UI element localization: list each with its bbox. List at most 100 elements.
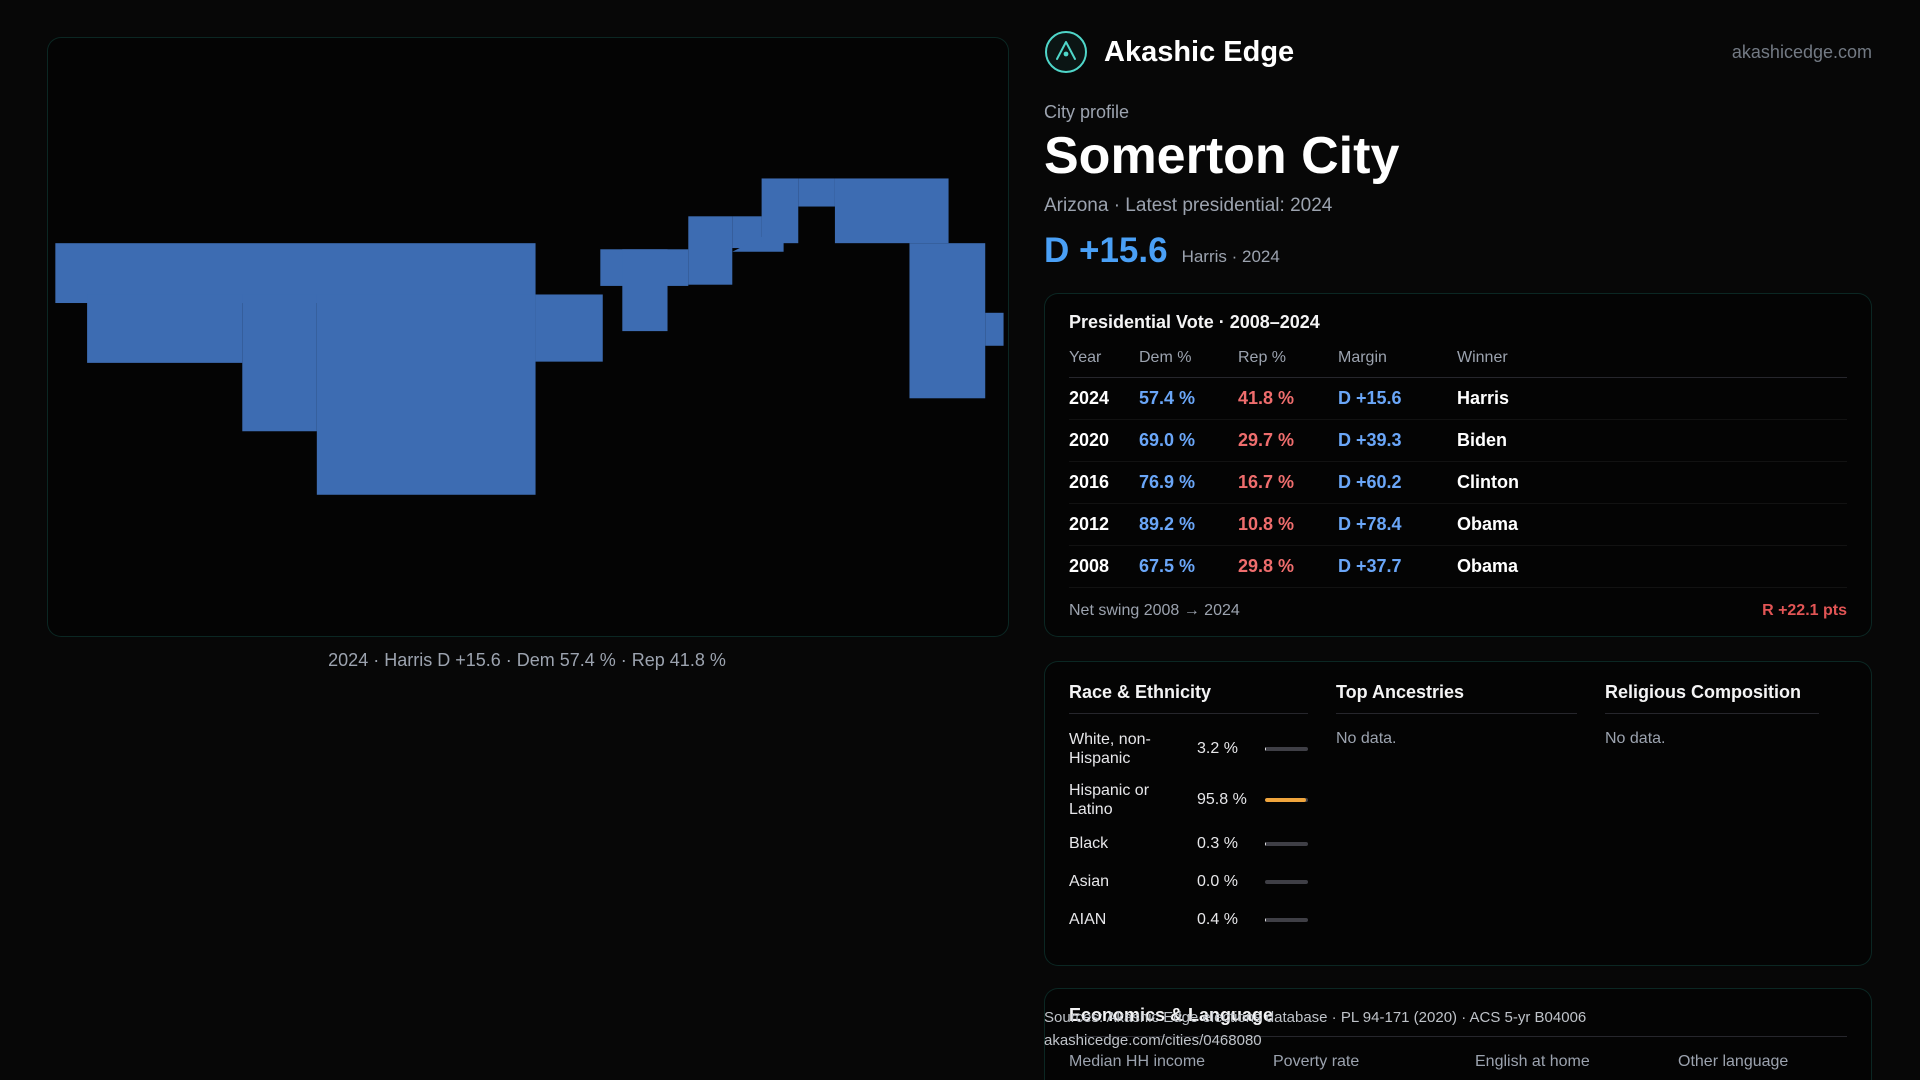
top-ancestries-title: Top Ancestries	[1336, 682, 1577, 715]
table-row: 2012 89.2 % 10.8 % D +78.4 Obama	[1069, 504, 1847, 547]
stat-poverty-rate: Poverty rate 13.8 %	[1273, 1053, 1475, 1080]
race-row: AIAN 0.4 %	[1069, 907, 1308, 933]
race-value: 0.0 %	[1197, 872, 1238, 890]
table-row: 2016 76.9 % 16.7 % D +60.2 Clinton	[1069, 462, 1847, 505]
stat-english-at-home: English at home 9.5 %	[1475, 1053, 1678, 1080]
race-value: 0.4 %	[1197, 910, 1238, 928]
vote-table-header: Year Dem % Rep % Margin Winner	[1069, 341, 1847, 379]
stat-label: English at home	[1475, 1052, 1590, 1070]
race-label: AIAN	[1069, 911, 1107, 929]
cell-year: 2020	[1069, 430, 1110, 451]
page-subtitle: Arizona · Latest presidential: 2024	[1044, 195, 1333, 217]
cell-winner: Biden	[1457, 430, 1508, 451]
stat-label: Poverty rate	[1273, 1052, 1360, 1070]
net-swing-label: Net swing 2008 → 2024	[1069, 602, 1240, 620]
col-rep: Rep %	[1238, 349, 1287, 367]
cell-winner: Obama	[1457, 556, 1519, 577]
race-row: Black 0.3 %	[1069, 831, 1308, 857]
religion-empty-state: No data.	[1605, 730, 1666, 748]
cell-rep: 41.8 %	[1238, 388, 1295, 409]
table-row: 2024 57.4 % 41.8 % D +15.6 Harris	[1069, 378, 1847, 421]
col-year: Year	[1069, 349, 1102, 367]
race-value: 3.2 %	[1197, 740, 1238, 758]
cell-rep: 10.8 %	[1238, 514, 1295, 535]
stat-median-income: Median HH income $74,015	[1069, 1053, 1273, 1080]
col-margin: Margin	[1338, 349, 1387, 367]
cell-dem: 89.2 %	[1139, 514, 1196, 535]
city-boundary-shape	[55, 178, 1004, 495]
cell-year: 2012	[1069, 514, 1110, 535]
city-boundary-map	[47, 37, 1009, 637]
race-bar	[1265, 747, 1308, 752]
cell-winner: Obama	[1457, 514, 1519, 535]
race-label: White, non-Hispanic	[1069, 731, 1151, 768]
page-kicker: City profile	[1044, 102, 1130, 122]
cell-margin: D +60.2	[1338, 472, 1402, 493]
cell-rep: 29.8 %	[1238, 556, 1295, 577]
race-row: White, non-Hispanic 3.2 %	[1069, 730, 1308, 768]
cell-year: 2024	[1069, 388, 1110, 409]
stat-value: 9.5 %	[1475, 1079, 1678, 1080]
cell-dem: 69.0 %	[1139, 430, 1196, 451]
presidential-vote-card: Presidential Vote · 2008–2024 Year Dem %…	[1044, 293, 1872, 638]
race-label: Black	[1069, 835, 1109, 853]
margin-headline-row: D +15.6 Harris · 2024	[1044, 231, 1872, 271]
stat-value: 90.5 %	[1678, 1079, 1847, 1080]
ancestries-empty-state: No data.	[1336, 730, 1397, 748]
cell-margin: D +39.3	[1338, 430, 1402, 451]
brand-header: Akashic Edge akashicedge.com	[1044, 0, 1872, 74]
table-row: 2020 69.0 % 29.7 % D +39.3 Biden	[1069, 420, 1847, 463]
race-value: 95.8 %	[1197, 790, 1247, 808]
margin-headline: D +15.6	[1044, 231, 1168, 271]
race-ethnicity-section: Race & Ethnicity White, non-Hispanic 3.2…	[1069, 682, 1336, 945]
col-winner: Winner	[1457, 349, 1508, 367]
religious-composition-section: Religious Composition No data.	[1605, 682, 1847, 945]
vote-card-title: Presidential Vote · 2008–2024	[1069, 312, 1320, 333]
table-row: 2008 67.5 % 29.8 % D +37.7 Obama	[1069, 546, 1847, 589]
brand-logo-icon	[1045, 31, 1087, 73]
brand-domain: akashicedge.com	[1731, 41, 1872, 62]
cell-dem: 67.5 %	[1139, 556, 1196, 577]
race-bar	[1265, 797, 1308, 802]
cell-margin: D +37.7	[1338, 556, 1402, 577]
map-caption: 2024 · Harris D +15.6 · Dem 57.4 % · Rep…	[328, 650, 726, 670]
race-row: Asian 0.0 %	[1069, 869, 1308, 895]
top-ancestries-section: Top Ancestries No data.	[1336, 682, 1605, 945]
stat-label: Other language	[1678, 1052, 1789, 1070]
race-row: Hispanic or Latino 95.8 %	[1069, 781, 1308, 819]
economics-card: Economics & Language Median HH income $7…	[1044, 987, 1872, 1080]
race-bar	[1265, 917, 1308, 922]
cell-winner: Clinton	[1457, 472, 1519, 493]
demographics-card: Race & Ethnicity White, non-Hispanic 3.2…	[1044, 661, 1872, 966]
cell-dem: 76.9 %	[1139, 472, 1196, 493]
race-label: Hispanic or Latino	[1069, 781, 1150, 818]
stat-label: Median HH income	[1069, 1052, 1206, 1070]
brand-name: Akashic Edge	[1104, 35, 1295, 68]
page-title: Somerton City	[1044, 127, 1400, 185]
margin-note: Harris · 2024	[1181, 247, 1280, 267]
cell-year: 2008	[1069, 556, 1110, 577]
profile-panel: Akashic Edge akashicedge.com City profil…	[1044, 0, 1872, 1080]
stat-value: $74,015	[1069, 1079, 1273, 1080]
religious-composition-title: Religious Composition	[1605, 682, 1819, 715]
race-bar	[1265, 879, 1308, 884]
cell-margin: D +78.4	[1338, 514, 1402, 535]
stat-value: 13.8 %	[1273, 1079, 1475, 1080]
race-bar	[1265, 841, 1308, 846]
cell-winner: Harris	[1457, 388, 1510, 409]
race-ethnicity-title: Race & Ethnicity	[1069, 682, 1308, 715]
economics-title: Economics & Language	[1069, 1005, 1847, 1037]
race-label: Asian	[1069, 873, 1110, 891]
cell-margin: D +15.6	[1338, 388, 1402, 409]
race-value: 0.3 %	[1197, 834, 1238, 852]
net-swing-value: R +22.1 pts	[1762, 602, 1847, 620]
cell-year: 2016	[1069, 472, 1110, 493]
col-dem: Dem %	[1139, 349, 1192, 367]
cell-dem: 57.4 %	[1139, 388, 1196, 409]
cell-rep: 29.7 %	[1238, 430, 1295, 451]
net-swing-row: Net swing 2008 → 2024 R +22.1 pts	[1069, 588, 1847, 620]
cell-rep: 16.7 %	[1238, 472, 1295, 493]
stat-other-language: Other language 90.5 %	[1678, 1053, 1847, 1080]
economics-stats: Median HH income $74,015 Poverty rate 13…	[1069, 1053, 1847, 1080]
